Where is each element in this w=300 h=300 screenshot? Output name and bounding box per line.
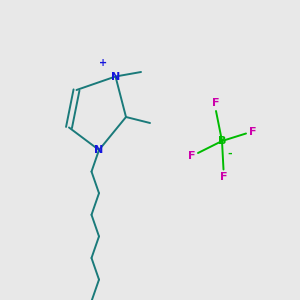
Text: F: F [212,98,220,109]
Text: -: - [227,148,232,159]
Text: B: B [218,136,226,146]
Text: F: F [220,172,227,182]
Text: +: + [99,58,108,68]
Text: N: N [111,71,120,82]
Text: F: F [249,127,256,137]
Text: F: F [188,151,195,161]
Text: N: N [94,145,103,155]
